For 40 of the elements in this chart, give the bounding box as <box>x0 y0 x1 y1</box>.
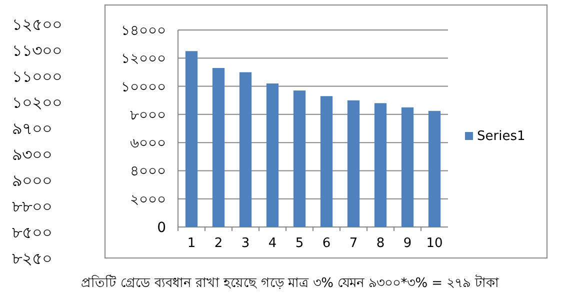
text: ৯৩০০ <box>12 145 52 164</box>
text: ১১৩০০ <box>12 41 62 60</box>
bar <box>428 110 441 227</box>
x-tick-label: 4 <box>268 236 277 251</box>
y-tick-label: ২০০০ <box>130 192 166 208</box>
bar <box>320 96 333 227</box>
text: ৯৭০০ <box>12 119 52 138</box>
bar <box>212 68 225 227</box>
y-tick-label: ১০০০০ <box>121 79 166 96</box>
y-tick-label: ৮০০০ <box>130 107 166 124</box>
y-tick-label: ১২০০০ <box>121 51 166 68</box>
x-tick-label: 8 <box>376 236 385 251</box>
bar <box>347 100 360 227</box>
x-tick-label: 10 <box>426 236 443 251</box>
x-tick-label: 7 <box>349 236 358 251</box>
text: ১১০০০ <box>12 67 62 86</box>
y-tick-label: ১৪০০০ <box>121 23 166 39</box>
bar <box>374 103 387 227</box>
x-tick-label: 6 <box>322 236 331 251</box>
x-tick-label: 5 <box>295 236 304 251</box>
text: প্রতিটি গ্রেডে ব্যবধান রাখা হয়েছে গড়ে মাত্র ৩% যেমন ৯৩০০*৩% = ২৭৯ টাকা <box>81 275 499 291</box>
x-tick-label: 1 <box>187 236 196 251</box>
text: ৮৫০০ <box>12 223 52 242</box>
bar <box>293 90 306 227</box>
y-tick-label: 0 <box>157 220 166 236</box>
text: ৮২৫০ <box>12 249 52 268</box>
x-tick-label: 3 <box>241 236 250 251</box>
y-tick-label: ৬০০০ <box>130 136 166 152</box>
y-tick-label: ৪০০০ <box>130 164 166 180</box>
text: ১০২০০ <box>12 93 62 112</box>
bar <box>239 72 252 227</box>
bar <box>401 107 414 227</box>
bar <box>266 83 279 227</box>
x-tick-label: 9 <box>403 236 412 251</box>
bar <box>185 51 198 227</box>
text: ১২৫০০ <box>12 15 62 34</box>
legend-label: Series1 <box>477 129 526 144</box>
text: ৯০০০ <box>12 171 52 190</box>
x-tick-label: 2 <box>214 236 223 251</box>
text: ৮৮০০ <box>12 197 52 216</box>
